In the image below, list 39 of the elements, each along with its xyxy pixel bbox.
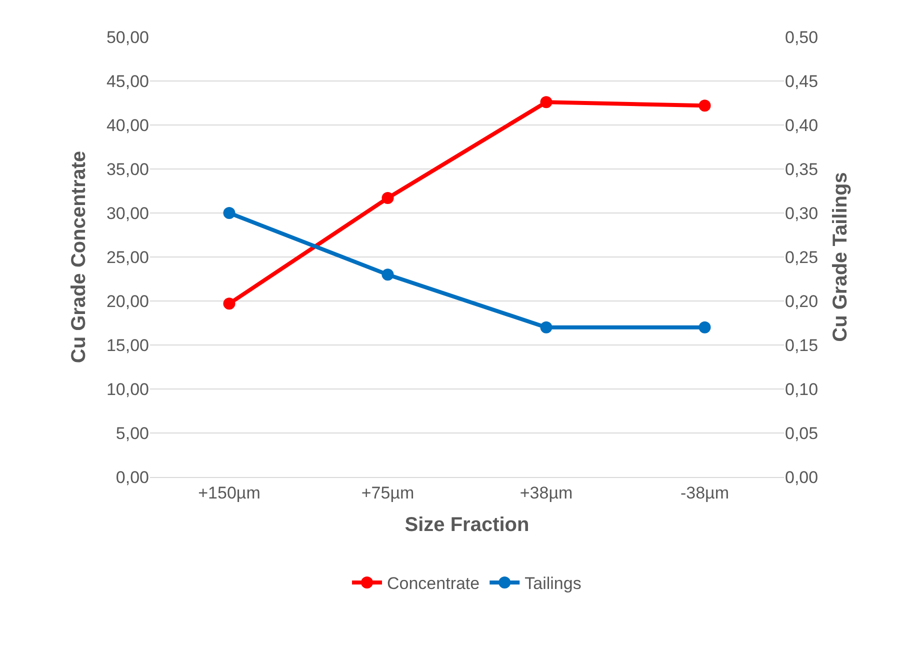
y-tick-label: 30,00 [106,204,149,223]
point [540,96,552,108]
legend-label: Tailings [524,574,582,594]
y2-tick-label: 0,40 [785,116,818,135]
point [382,192,394,204]
y-tick-label: 45,00 [106,72,149,91]
y-tick-label: 25,00 [106,248,149,267]
point [698,100,711,112]
y-tick-label: 40,00 [106,116,149,135]
point [382,268,394,281]
point [223,207,236,219]
y-tick-label: 15,00 [106,336,149,355]
y2-tick-label: 0,35 [785,160,818,179]
y-tick-label: 10,00 [106,380,149,399]
point [223,298,236,310]
y2-tick-label: 0,00 [785,468,818,487]
y-tick-label: 0,00 [116,468,149,487]
x-tick-label: +150µm [198,483,260,502]
y2-tick-label: 0,05 [785,424,818,443]
point [698,321,711,334]
y2-axis-title: Cu Grade Tailings [830,172,852,342]
y2-tick-label: 0,15 [785,336,818,355]
y2-tick-label: 0,20 [785,292,818,311]
y-tick-label: 20,00 [106,292,149,311]
y2-tick-label: 0,25 [785,248,818,267]
x-tick-label: -38µm [680,483,730,502]
y-tick-label: 50,00 [106,28,149,47]
y-axis-title: Cu Grade Concentrate [68,150,90,364]
y-tick-label: 35,00 [106,160,149,179]
y2-tick-label: 0,45 [785,72,818,91]
y2-tick-label: 0,10 [785,380,818,399]
x-tick-label: +75µm [361,483,414,502]
point [540,321,552,334]
x-axis-title: Size Fraction [404,514,530,536]
x-tick-label: +38µm [520,483,573,502]
y2-tick-label: 0,30 [785,204,818,223]
y-tick-label: 5,00 [116,424,149,443]
legend-label: Concentrate [387,574,480,594]
y2-tick-label: 0,50 [785,28,818,47]
